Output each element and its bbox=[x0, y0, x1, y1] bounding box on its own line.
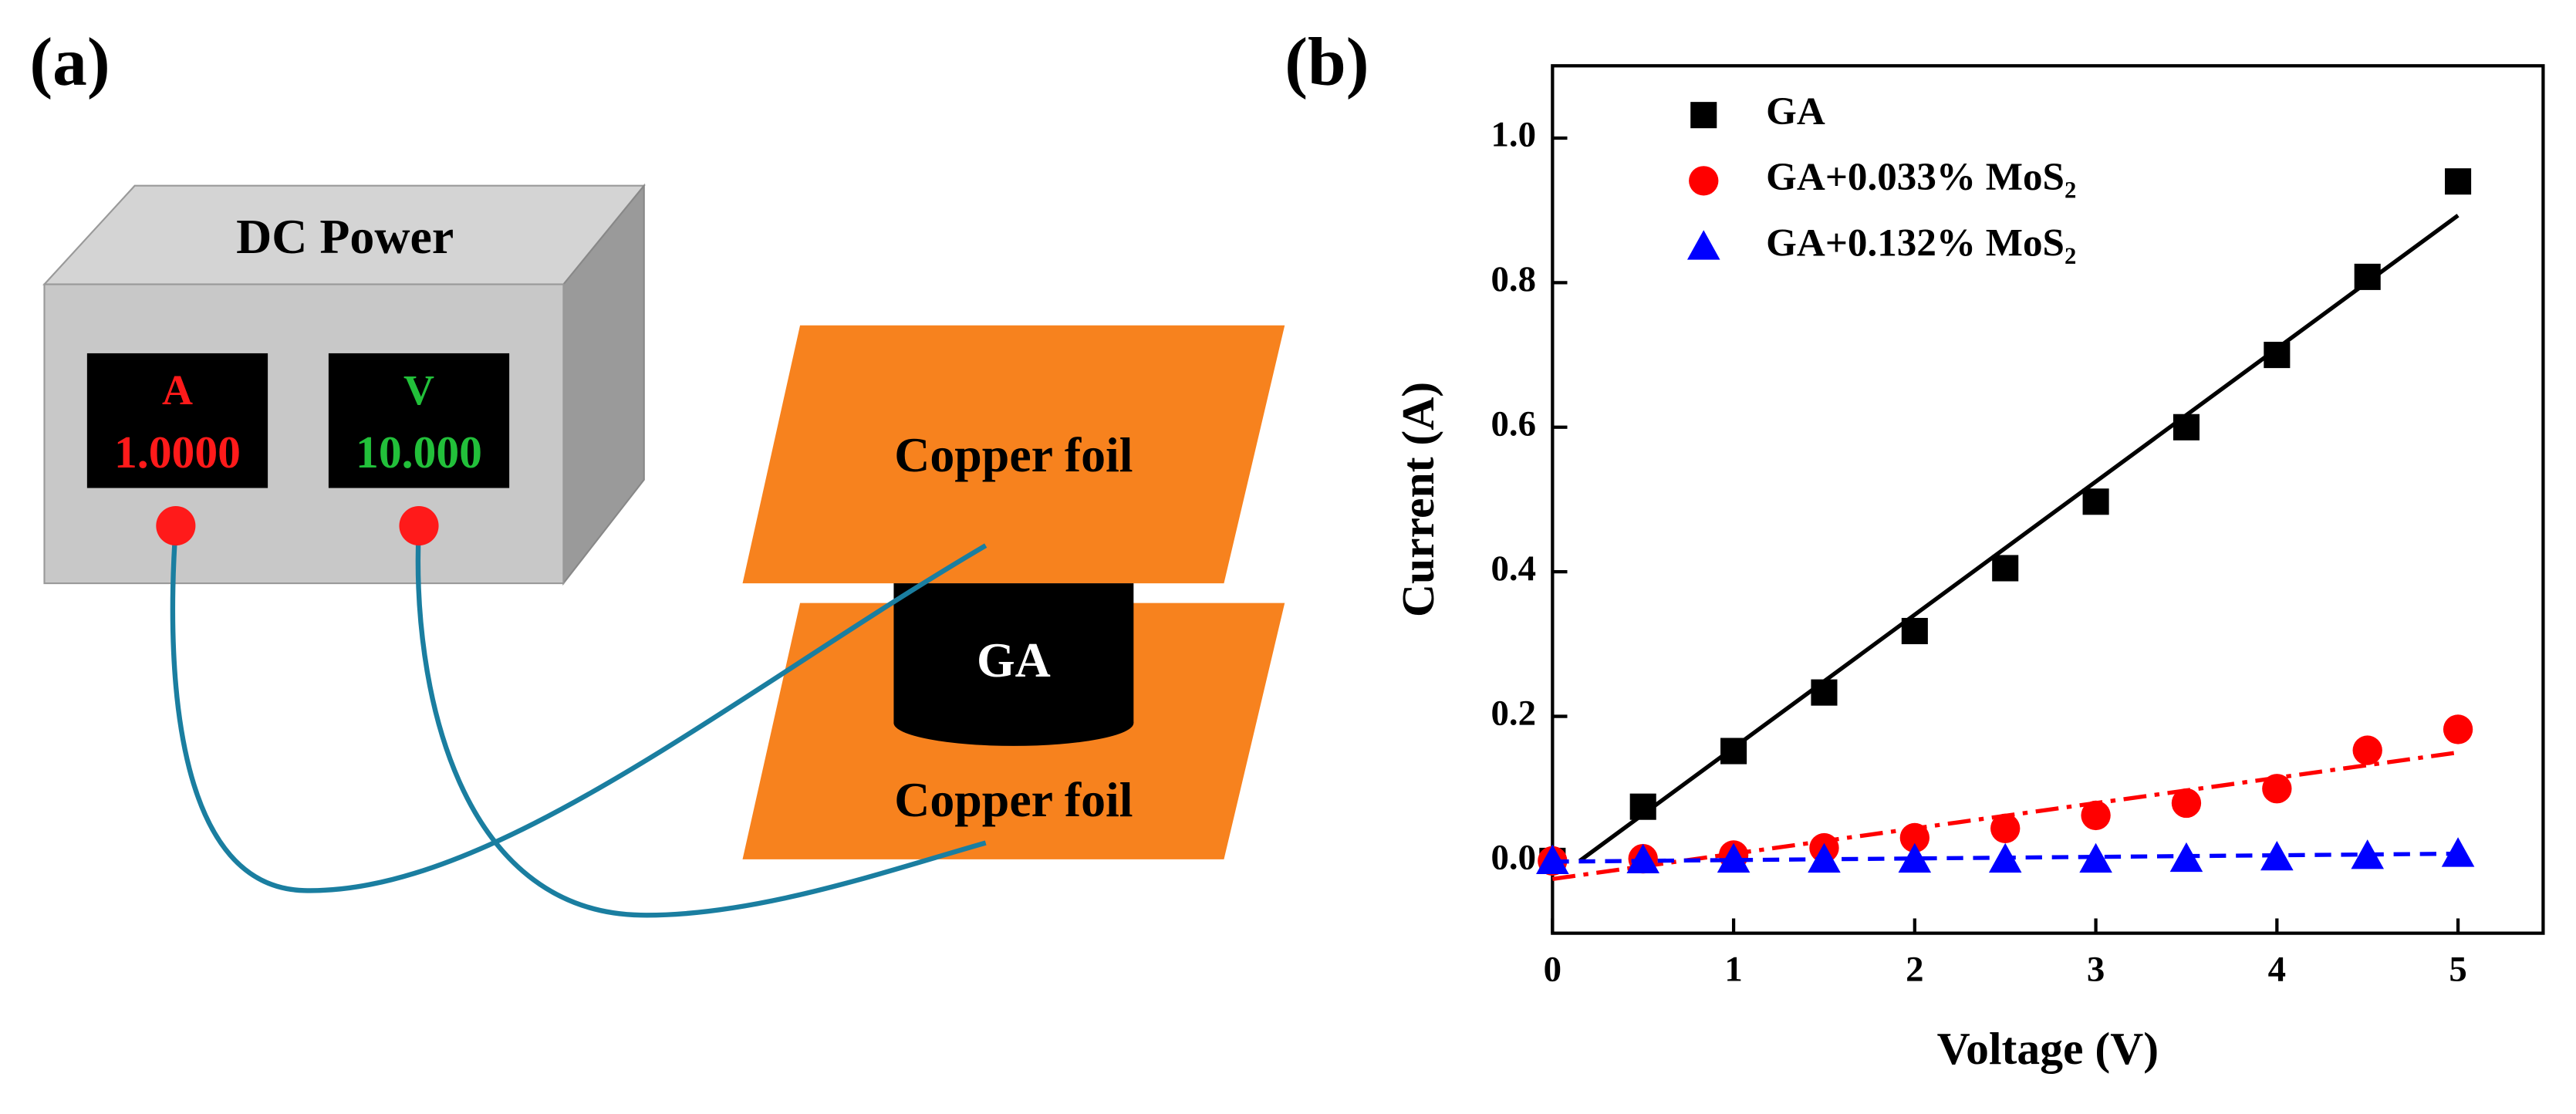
panel-b: (b) 0 1 2 3 4 5 0.0 0.2 0.4 0.6 0.8 1.0 Voltage (V) C… bbox=[1285, 24, 2545, 1074]
marker bbox=[2352, 735, 2382, 765]
marker bbox=[2082, 488, 2109, 515]
marker bbox=[1536, 844, 1569, 874]
marker bbox=[2351, 839, 2385, 869]
device-label: DC Power bbox=[236, 209, 454, 264]
panel-label: (a) bbox=[29, 24, 110, 100]
terminal bbox=[399, 505, 439, 546]
y-tick-label: 0.8 bbox=[1491, 259, 1537, 299]
foil-label: Copper foil bbox=[894, 772, 1133, 827]
y-tick-label: 0.2 bbox=[1491, 693, 1537, 733]
marker bbox=[2171, 788, 2202, 819]
y-tick-label: 0.4 bbox=[1491, 549, 1537, 589]
wire bbox=[415, 525, 987, 918]
x-tick-label: 1 bbox=[1724, 950, 1742, 990]
marker bbox=[2169, 842, 2203, 873]
marker bbox=[1992, 555, 2019, 582]
legend-label: GA bbox=[1766, 89, 1825, 133]
sample-base bbox=[893, 700, 1134, 746]
terminal bbox=[156, 505, 196, 546]
ammeter-reading: 1.0000 bbox=[114, 427, 241, 478]
marker bbox=[2079, 842, 2112, 873]
ammeter-unit: A bbox=[162, 366, 193, 414]
marker bbox=[1808, 842, 1841, 873]
x-axis-title: Voltage (V) bbox=[1937, 1023, 2159, 1074]
copper-foil-top bbox=[742, 325, 1285, 584]
marker bbox=[2445, 168, 2472, 195]
marker bbox=[1717, 842, 1751, 873]
plot-frame bbox=[1551, 64, 2545, 935]
y-axis-title: Current (A) bbox=[1393, 382, 1443, 617]
marker bbox=[1988, 842, 2022, 873]
voltmeter-unit: V bbox=[403, 366, 434, 414]
x-tick-label: 2 bbox=[1906, 950, 1923, 990]
x-tick-label: 4 bbox=[2268, 950, 2286, 990]
legend-label: GA+0.033% MoS₂ bbox=[1766, 155, 2076, 199]
sample-label: GA bbox=[977, 633, 1051, 687]
marker bbox=[1898, 842, 1932, 873]
y-tick-label: 0.0 bbox=[1491, 838, 1537, 878]
marker bbox=[1990, 813, 2021, 843]
marker bbox=[2173, 414, 2200, 441]
y-tick-label: 0.6 bbox=[1491, 404, 1537, 444]
marker bbox=[2354, 263, 2381, 290]
panel-label: (b) bbox=[1285, 24, 1369, 100]
legend-marker bbox=[1689, 166, 1719, 196]
marker bbox=[2264, 342, 2291, 369]
marker bbox=[1901, 617, 1928, 645]
wire bbox=[170, 525, 988, 893]
voltmeter-display bbox=[328, 353, 510, 488]
marker bbox=[2441, 837, 2475, 867]
legend-label: GA+0.132% MoS₂ bbox=[1766, 221, 2076, 265]
marker bbox=[2443, 714, 2473, 744]
ammeter-display bbox=[86, 353, 268, 488]
marker bbox=[2260, 840, 2294, 871]
marker bbox=[1626, 843, 1660, 874]
voltmeter-reading: 10.000 bbox=[356, 427, 482, 478]
foil-label: Copper foil bbox=[894, 427, 1133, 482]
marker bbox=[1899, 822, 1930, 853]
x-tick-label: 0 bbox=[1544, 950, 1561, 990]
legend-marker bbox=[1690, 102, 1717, 129]
sample-body bbox=[893, 583, 1134, 724]
marker bbox=[2262, 774, 2292, 804]
panel-a: (a) DC Power A 1.0000 V 10.000 Copper fo… bbox=[29, 24, 1285, 918]
marker bbox=[2081, 800, 2111, 831]
y-tick-label: 1.0 bbox=[1491, 115, 1537, 155]
legend-marker bbox=[1686, 230, 1720, 260]
marker bbox=[1720, 738, 1747, 765]
fit-line bbox=[1578, 214, 2460, 863]
marker bbox=[1811, 679, 1838, 706]
x-tick-label: 5 bbox=[2449, 950, 2466, 990]
x-tick-label: 3 bbox=[2087, 950, 2105, 990]
marker bbox=[1629, 793, 1656, 820]
